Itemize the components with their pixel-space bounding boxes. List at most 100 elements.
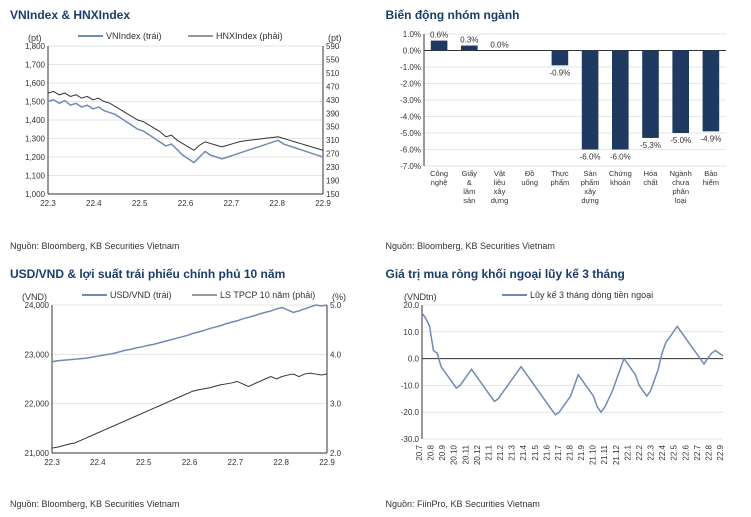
svg-text:20.9: 20.9 <box>438 444 447 460</box>
svg-text:0.6%: 0.6% <box>429 31 447 40</box>
svg-text:20.0: 20.0 <box>403 301 419 310</box>
svg-text:liệu: liệu <box>493 178 505 187</box>
svg-text:1,600: 1,600 <box>25 79 46 88</box>
chart-title-3: USD/VND & lợi suất trái phiếu chính phủ … <box>10 267 366 281</box>
source-1: Nguồn: Bloomberg, KB Securities Vietnam <box>10 241 366 251</box>
svg-text:22.5: 22.5 <box>132 199 148 208</box>
svg-text:22.6: 22.6 <box>182 458 198 467</box>
svg-text:21,000: 21,000 <box>25 449 50 458</box>
chart-title-2: Biến động nhóm ngành <box>386 8 742 22</box>
svg-text:230: 230 <box>326 163 340 172</box>
svg-text:Giấy: Giấy <box>461 169 477 178</box>
svg-text:21.1: 21.1 <box>484 444 493 460</box>
svg-text:20.11: 20.11 <box>461 444 470 464</box>
panel-vnindex: VNIndex & HNXIndex 1,0001,1001,2001,3001… <box>0 0 376 259</box>
svg-text:sản: sản <box>463 196 475 205</box>
svg-text:-5.3%: -5.3% <box>640 141 661 150</box>
svg-text:xây: xây <box>493 187 505 196</box>
svg-text:Chứng: Chứng <box>608 169 631 178</box>
svg-text:dựng: dựng <box>581 196 599 205</box>
svg-text:0.0%: 0.0% <box>490 41 508 50</box>
svg-text:470: 470 <box>326 82 340 91</box>
svg-text:1,400: 1,400 <box>25 116 46 125</box>
svg-text:chưa: chưa <box>672 178 690 187</box>
svg-text:190: 190 <box>326 177 340 186</box>
svg-text:-1.0%: -1.0% <box>400 63 421 72</box>
svg-text:5.0: 5.0 <box>330 301 342 310</box>
svg-text:22.6: 22.6 <box>681 444 690 460</box>
svg-text:-5.0%: -5.0% <box>400 129 421 138</box>
svg-text:0.0: 0.0 <box>407 354 419 363</box>
svg-text:1,700: 1,700 <box>25 61 46 70</box>
svg-text:-5.0%: -5.0% <box>670 136 691 145</box>
svg-text:22.9: 22.9 <box>319 458 335 467</box>
svg-text:Đồ: Đồ <box>524 169 534 178</box>
svg-text:270: 270 <box>326 150 340 159</box>
chart-area-3: 21,00022,00023,00024,0002.03.04.05.022.3… <box>10 285 366 498</box>
panel-usdvnd: USD/VND & lợi suất trái phiếu chính phủ … <box>0 259 376 517</box>
svg-text:22.4: 22.4 <box>90 458 106 467</box>
svg-text:22,000: 22,000 <box>25 399 50 408</box>
chart-area-1: 1,0001,1001,2001,3001,4001,5001,6001,700… <box>10 26 366 239</box>
svg-text:22.4: 22.4 <box>658 444 667 460</box>
chart-title-1: VNIndex & HNXIndex <box>10 8 366 22</box>
svg-text:-2.0%: -2.0% <box>400 80 421 89</box>
svg-text:(VND): (VND) <box>22 292 47 302</box>
svg-text:20.10: 20.10 <box>449 444 458 465</box>
svg-text:22.5: 22.5 <box>669 444 678 460</box>
svg-text:-6.0%: -6.0% <box>579 153 600 162</box>
svg-text:Sản: Sản <box>583 169 596 178</box>
svg-text:22.6: 22.6 <box>178 199 194 208</box>
svg-text:20.7: 20.7 <box>415 444 424 460</box>
svg-text:1,100: 1,100 <box>25 172 46 181</box>
svg-text:HNXIndex (phải): HNXIndex (phải) <box>216 31 283 41</box>
svg-text:(pt): (pt) <box>28 33 42 43</box>
svg-text:21.5: 21.5 <box>530 444 539 460</box>
svg-text:350: 350 <box>326 123 340 132</box>
svg-text:22.8: 22.8 <box>273 458 289 467</box>
svg-text:1,000: 1,000 <box>25 190 46 199</box>
svg-text:21.7: 21.7 <box>553 444 562 460</box>
svg-text:(VNDtn): (VNDtn) <box>404 292 437 302</box>
panel-sectors: Biến động nhóm ngành -7.0%-6.0%-5.0%-4.0… <box>376 0 751 259</box>
svg-text:1,500: 1,500 <box>25 98 46 107</box>
svg-text:chất: chất <box>643 178 658 187</box>
svg-text:3.0: 3.0 <box>330 399 342 408</box>
svg-text:loại: loại <box>674 196 686 205</box>
svg-text:0.0%: 0.0% <box>402 47 420 56</box>
svg-text:24,000: 24,000 <box>25 301 50 310</box>
svg-text:LS TPCP 10 năm (phải): LS TPCP 10 năm (phải) <box>220 290 315 300</box>
svg-text:0.3%: 0.3% <box>460 36 478 45</box>
svg-text:22.5: 22.5 <box>136 458 152 467</box>
svg-text:lâm: lâm <box>463 187 475 196</box>
svg-text:390: 390 <box>326 109 340 118</box>
svg-text:20.12: 20.12 <box>472 444 481 465</box>
svg-text:22.3: 22.3 <box>40 199 56 208</box>
source-4: Nguồn: FiinPro, KB Securities Vietnam <box>386 499 742 509</box>
svg-text:21.6: 21.6 <box>542 444 551 460</box>
svg-text:Vật: Vật <box>493 169 505 178</box>
svg-text:Thực: Thực <box>551 169 569 178</box>
svg-text:Hóa: Hóa <box>643 169 658 178</box>
svg-text:hiểm: hiểm <box>702 178 718 187</box>
svg-text:-0.9%: -0.9% <box>549 68 570 77</box>
svg-text:1,300: 1,300 <box>25 135 46 144</box>
svg-text:-6.0%: -6.0% <box>400 146 421 155</box>
svg-text:Công: Công <box>430 169 448 178</box>
svg-text:-10.0: -10.0 <box>400 381 419 390</box>
svg-text:10.0: 10.0 <box>403 327 419 336</box>
svg-text:550: 550 <box>326 55 340 64</box>
svg-text:-20.0: -20.0 <box>400 408 419 417</box>
chart-area-2: -7.0%-6.0%-5.0%-4.0%-3.0%-2.0%-1.0%0.0%1… <box>386 26 742 239</box>
svg-text:2.0: 2.0 <box>330 449 342 458</box>
svg-text:430: 430 <box>326 96 340 105</box>
svg-text:22.8: 22.8 <box>269 199 285 208</box>
svg-text:phân: phân <box>672 187 689 196</box>
svg-text:22.2: 22.2 <box>634 444 643 460</box>
svg-text:4.0: 4.0 <box>330 350 342 359</box>
svg-text:22.7: 22.7 <box>228 458 244 467</box>
svg-text:khoán: khoán <box>610 178 630 187</box>
svg-text:21.11: 21.11 <box>600 444 609 464</box>
svg-text:22.7: 22.7 <box>224 199 240 208</box>
svg-text:dựng: dựng <box>490 196 508 205</box>
